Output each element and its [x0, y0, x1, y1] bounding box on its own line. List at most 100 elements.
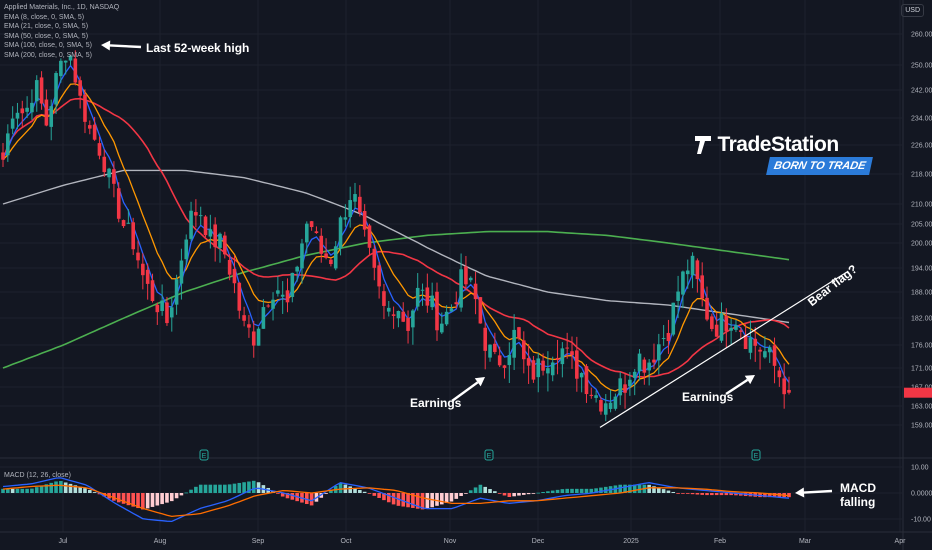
- earnings-marker[interactable]: E: [199, 449, 209, 461]
- candle-body: [420, 289, 425, 291]
- macd-histogram-bar: [685, 493, 690, 494]
- candle-body: [141, 263, 145, 276]
- macd-histogram-bar: [695, 493, 700, 495]
- candle-body: [329, 259, 333, 265]
- candle: [603, 394, 608, 422]
- candle: [608, 389, 613, 413]
- sma200-line: [2, 230, 790, 369]
- candle: [526, 343, 531, 384]
- candle-body: [729, 327, 733, 331]
- macd-histogram-bar: [372, 493, 377, 496]
- candle-body: [676, 291, 680, 301]
- macd-histogram-bar: [546, 491, 550, 493]
- candle: [734, 319, 738, 333]
- candle: [493, 332, 497, 355]
- candle-body: [150, 280, 155, 302]
- candle: [758, 347, 762, 370]
- macd-histogram-bar: [671, 491, 676, 493]
- candle: [112, 161, 116, 198]
- candle-body: [579, 373, 584, 378]
- legend-sma50[interactable]: SMA (50, close, 0, SMA, 5): [4, 32, 89, 40]
- macd-histogram-bar: [767, 493, 772, 498]
- candle: [618, 372, 623, 406]
- candle-body: [613, 396, 618, 409]
- candle: [782, 363, 786, 409]
- macd-histogram-bar: [203, 484, 208, 493]
- x-tick-label: Jul: [59, 538, 68, 545]
- macd-histogram-bar: [83, 488, 87, 493]
- macd-histogram-bar: [189, 489, 193, 493]
- candle: [324, 238, 328, 260]
- candle-body: [102, 156, 107, 173]
- candle-body: [6, 133, 10, 156]
- macd-histogram-bar: [34, 487, 39, 493]
- legend-ema8[interactable]: EMA (8, close, 0, SMA, 5): [4, 13, 85, 21]
- candle-body: [647, 362, 651, 371]
- macd-histogram-bar: [68, 483, 73, 493]
- candle-body: [266, 305, 271, 307]
- x-tick-label: Aug: [154, 538, 167, 545]
- candle: [358, 185, 362, 217]
- candle: [579, 372, 584, 393]
- macd-histogram-bar: [49, 482, 54, 493]
- earnings-marker[interactable]: E: [751, 449, 761, 461]
- arrow-shaft: [725, 378, 749, 396]
- macd-histogram-bar: [155, 493, 160, 506]
- legend-sma200[interactable]: SMA (200, close, 0, SMA, 5): [4, 51, 92, 59]
- candle-body: [179, 260, 184, 284]
- y-tick-label: 200.00: [911, 241, 932, 248]
- candlesticks: [1, 50, 791, 422]
- macd-histogram-bar: [478, 484, 483, 493]
- candle: [174, 274, 179, 315]
- macd-histogram-bar: [126, 493, 131, 506]
- arrow-earnings-1: [451, 377, 485, 402]
- macd-histogram-bar: [30, 488, 34, 493]
- candle-body: [763, 351, 767, 358]
- y-tick-label: 242.00: [911, 88, 932, 95]
- candle-body: [165, 302, 169, 324]
- candle-body: [131, 222, 135, 250]
- macd-histogram-bar: [666, 490, 671, 493]
- candle: [512, 314, 516, 371]
- candle-body: [632, 371, 637, 378]
- annotation-arrows: [101, 40, 833, 498]
- currency-badge[interactable]: USD: [901, 4, 924, 17]
- candle-body: [121, 220, 126, 227]
- annotation-macd-falling-line1: MACD: [840, 481, 876, 495]
- candle: [251, 320, 256, 358]
- candle-body: [526, 358, 531, 366]
- candle: [203, 215, 208, 238]
- candle: [83, 89, 87, 134]
- legend-sma100[interactable]: SMA (100, close, 0, SMA, 5): [4, 42, 92, 50]
- macd-legend[interactable]: MACD (12, 26, close): [4, 472, 71, 479]
- earnings-marker[interactable]: E: [484, 449, 494, 461]
- candle: [536, 353, 541, 393]
- macd-histogram-bar: [358, 490, 362, 493]
- candle: [623, 372, 627, 409]
- candle: [550, 356, 555, 382]
- macd-histogram-bar: [285, 493, 290, 499]
- candle: [266, 303, 271, 308]
- candle: [599, 397, 603, 415]
- candle-body: [358, 196, 362, 213]
- macd-histogram-bar: [772, 493, 777, 498]
- macd-histogram-bar: [184, 492, 189, 494]
- macd-histogram-bar: [632, 484, 637, 493]
- earnings-marker-box: [484, 449, 494, 461]
- legend-ema21[interactable]: EMA (21, close, 0, SMA, 5): [4, 23, 89, 31]
- candle-body: [396, 310, 401, 319]
- macd-histogram-bar: [131, 493, 135, 507]
- candle: [295, 265, 299, 282]
- candle: [584, 363, 589, 403]
- candle-body: [690, 255, 695, 276]
- macd-histogram-bar: [570, 488, 574, 493]
- candle: [483, 322, 488, 370]
- annotation-macd-falling-line2: falling: [840, 495, 876, 509]
- macd-histogram-bar: [44, 484, 49, 493]
- tradestation-logo-icon: [695, 136, 711, 154]
- macd-histogram-bar: [406, 493, 410, 508]
- candle: [738, 327, 743, 340]
- macd-histogram-bar: [459, 493, 463, 497]
